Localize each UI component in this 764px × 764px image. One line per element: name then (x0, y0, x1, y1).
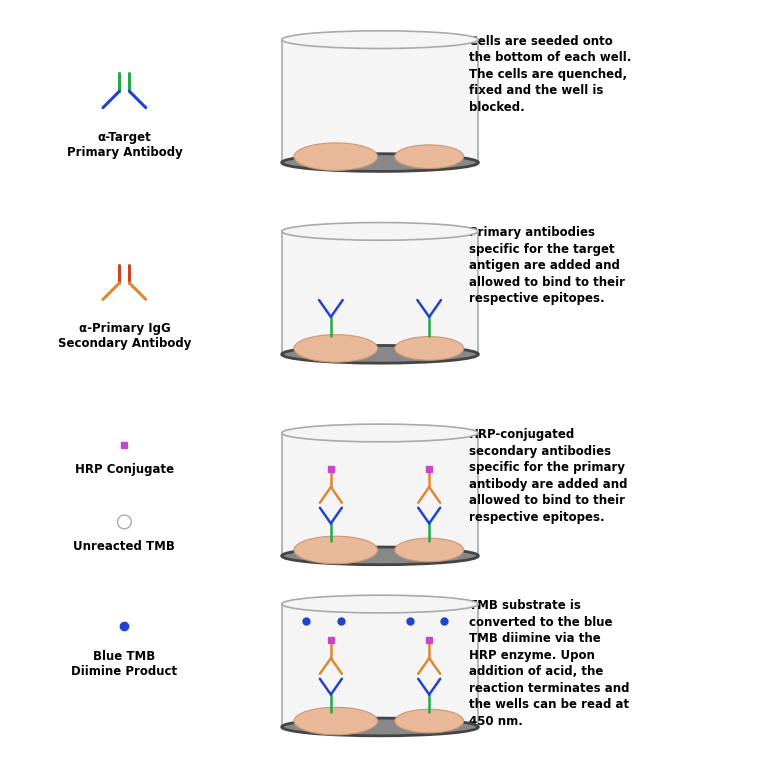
Ellipse shape (282, 345, 478, 363)
Ellipse shape (395, 538, 464, 562)
Ellipse shape (282, 154, 478, 171)
Polygon shape (282, 231, 478, 354)
Ellipse shape (282, 222, 478, 240)
Ellipse shape (282, 547, 478, 565)
Text: TMB substrate is
converted to the blue
TMB diimine via the
HRP enzyme. Upon
addi: TMB substrate is converted to the blue T… (468, 599, 629, 727)
Text: HRP Conjugate: HRP Conjugate (75, 463, 174, 476)
Ellipse shape (294, 707, 377, 735)
Ellipse shape (395, 337, 464, 360)
Ellipse shape (282, 595, 478, 613)
Ellipse shape (395, 145, 464, 168)
Ellipse shape (282, 424, 478, 442)
Ellipse shape (294, 143, 377, 170)
Text: Cells are seeded onto
the bottom of each well.
The cells are quenched,
fixed and: Cells are seeded onto the bottom of each… (468, 34, 631, 114)
Ellipse shape (294, 536, 377, 564)
Text: α-Primary IgG
Secondary Antibody: α-Primary IgG Secondary Antibody (58, 322, 191, 351)
Text: Primary antibodies
specific for the target
antigen are added and
allowed to bind: Primary antibodies specific for the targ… (468, 226, 624, 306)
Polygon shape (282, 604, 478, 727)
Text: Unreacted TMB: Unreacted TMB (73, 539, 175, 552)
Polygon shape (282, 433, 478, 556)
Ellipse shape (395, 709, 464, 733)
Ellipse shape (282, 31, 478, 48)
Ellipse shape (294, 335, 377, 362)
Text: HRP-conjugated
secondary antibodies
specific for the primary
antibody are added : HRP-conjugated secondary antibodies spec… (468, 428, 627, 523)
Text: α-Target
Primary Antibody: α-Target Primary Antibody (66, 131, 183, 159)
Polygon shape (282, 40, 478, 163)
Text: Blue TMB
Diimine Product: Blue TMB Diimine Product (71, 649, 177, 678)
Ellipse shape (282, 718, 478, 736)
